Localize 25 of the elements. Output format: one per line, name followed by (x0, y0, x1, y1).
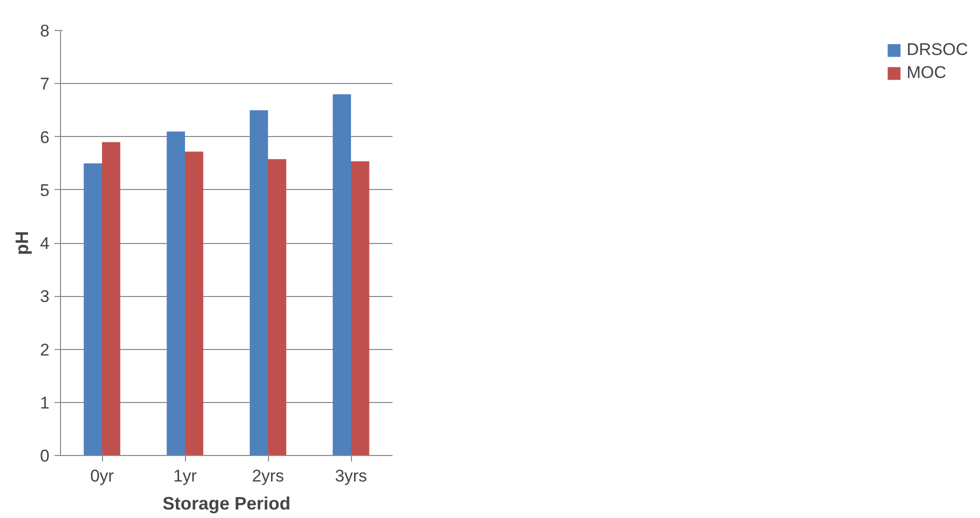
y-tick-label: 6 (40, 128, 50, 147)
y-tick-label: 1 (40, 393, 50, 412)
legend-label: MOC (906, 63, 946, 83)
y-tick-label: 0 (40, 446, 50, 466)
x-tick-label: 2yrs (252, 466, 284, 486)
x-tick-label: 1yr (173, 466, 198, 486)
bar (166, 131, 185, 456)
x-axis-title: Storage Period (162, 494, 291, 514)
y-tick-label: 8 (40, 22, 50, 40)
x-tick-label: 3yrs (334, 466, 368, 486)
bar (268, 159, 286, 456)
bar (102, 142, 120, 456)
bar (84, 163, 102, 456)
bar (351, 161, 370, 456)
bar (185, 152, 204, 456)
bar (332, 94, 351, 456)
y-tick-label: 5 (40, 180, 50, 200)
legend-label: DRSOC (906, 40, 968, 60)
y-tick-label: 7 (40, 74, 50, 94)
x-tick-label: 0yr (90, 466, 114, 486)
y-tick-label: 4 (40, 234, 50, 253)
y-tick-label: 3 (40, 287, 50, 306)
bar (250, 110, 268, 456)
y-axis-title: pH (12, 230, 32, 255)
y-tick-label: 2 (40, 340, 50, 360)
